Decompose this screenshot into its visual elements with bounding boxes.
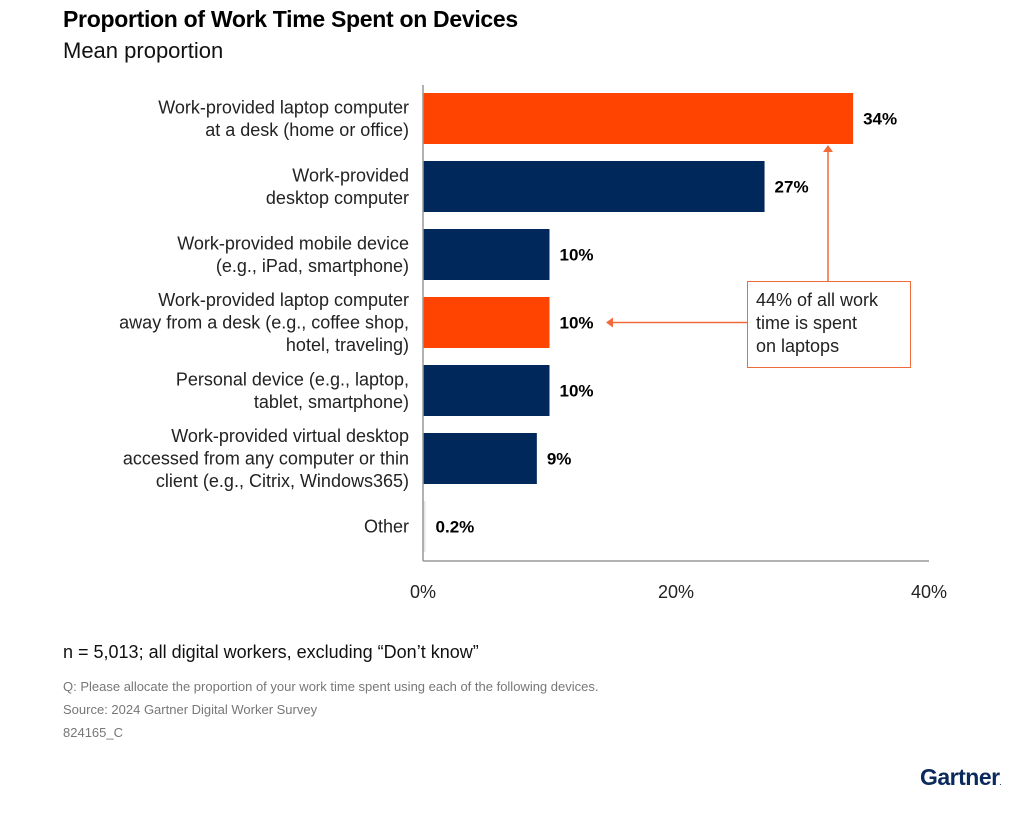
- value-label: 9%: [547, 450, 572, 469]
- bar-6: [423, 501, 426, 552]
- chart-title: Proportion of Work Time Spent on Devices: [63, 6, 518, 32]
- bar-chart: Work-provided laptop computer at a desk (…: [119, 85, 947, 602]
- bar-3: [423, 297, 550, 348]
- gartner-logo: Gartner.: [920, 764, 1001, 790]
- category-label: Work-provided: [292, 165, 409, 185]
- x-tick-labels-group: 0% 20% 40%: [410, 582, 947, 602]
- category-label: (e.g., iPad, smartphone): [216, 256, 409, 276]
- category-label: at a desk (home or office): [205, 120, 409, 140]
- x-tick-label: 0%: [410, 582, 436, 602]
- bars-group: [423, 93, 854, 552]
- annotation-line: time is spent: [756, 313, 858, 333]
- value-label: 27%: [775, 178, 809, 197]
- logo-text: Gartner: [920, 764, 1000, 790]
- value-label: 10%: [560, 314, 594, 333]
- category-label: Work-provided laptop computer: [158, 290, 409, 310]
- bar-0: [423, 93, 854, 144]
- x-tick-label: 20%: [658, 582, 694, 602]
- category-labels-group: Work-provided laptop computer at a desk (…: [119, 97, 409, 536]
- value-label: 10%: [560, 382, 594, 401]
- bar-2: [423, 229, 550, 280]
- category-label: accessed from any computer or thin: [123, 449, 409, 469]
- category-label: hotel, traveling): [286, 335, 409, 355]
- source-text: Source: 2024 Gartner Digital Worker Surv…: [63, 702, 318, 717]
- figure-id: 824165_C: [63, 725, 123, 740]
- annotation-line: 44% of all work: [756, 290, 879, 310]
- bar-4: [423, 365, 550, 416]
- category-label: Personal device (e.g., laptop,: [176, 369, 409, 389]
- arrow-up-head-icon: [823, 145, 833, 152]
- category-label: Work-provided laptop computer: [158, 97, 409, 117]
- bar-5: [423, 433, 537, 484]
- category-label: desktop computer: [266, 188, 409, 208]
- chart-subtitle: Mean proportion: [63, 38, 224, 63]
- category-label: tablet, smartphone): [254, 392, 409, 412]
- annotation-callout: 44% of all work time is spent on laptops: [747, 281, 911, 368]
- value-label: 0.2%: [436, 518, 475, 537]
- category-label: client (e.g., Citrix, Windows365): [156, 471, 409, 491]
- category-label: Other: [364, 517, 409, 537]
- value-label: 10%: [560, 246, 594, 265]
- x-tick-label: 40%: [911, 582, 947, 602]
- bar-1: [423, 161, 765, 212]
- annotation-arrows: [606, 145, 833, 328]
- value-label: 34%: [863, 110, 897, 129]
- annotation-line: on laptops: [756, 336, 840, 356]
- value-labels-group: 34% 27% 10% 10% 10% 9% 0.2%: [436, 110, 898, 537]
- sample-note: n = 5,013; all digital workers, excludin…: [63, 642, 479, 662]
- survey-question: Q: Please allocate the proportion of you…: [63, 679, 599, 694]
- category-label: Work-provided mobile device: [177, 233, 409, 253]
- category-label: Work-provided virtual desktop: [171, 426, 409, 446]
- category-label: away from a desk (e.g., coffee shop,: [119, 313, 409, 333]
- arrow-left-head-icon: [606, 317, 613, 328]
